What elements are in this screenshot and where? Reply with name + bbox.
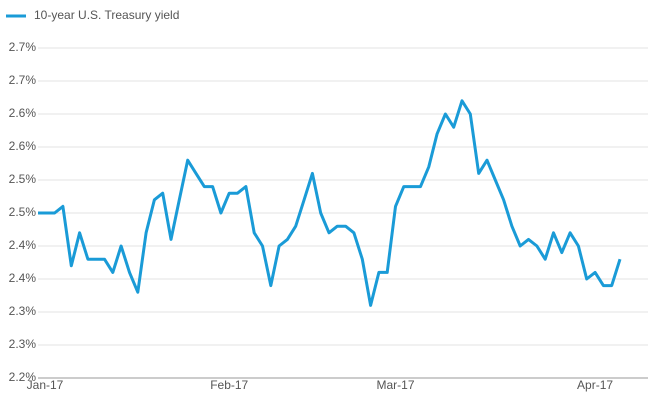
y-tick-label: 2.6% [9, 106, 37, 120]
y-tick-label: 2.5% [9, 172, 37, 186]
x-tick-label: Jan-17 [27, 378, 64, 392]
y-tick-label: 2.4% [9, 271, 37, 285]
data-line [38, 99, 622, 307]
y-tick-label: 2.6% [9, 139, 37, 153]
y-tick-label: 2.7% [9, 73, 37, 87]
legend-label: 10-year U.S. Treasury yield [34, 8, 179, 22]
y-tick-label: 2.2% [9, 370, 37, 384]
y-tick-label: 2.7% [9, 40, 37, 54]
y-tick-label: 2.3% [9, 304, 37, 318]
x-tick-label: Feb-17 [210, 378, 248, 392]
y-tick-label: 2.5% [9, 205, 37, 219]
x-tick-label: Apr-17 [577, 378, 613, 392]
x-tick-label: Mar-17 [377, 378, 415, 392]
y-tick-label: 2.3% [9, 337, 37, 351]
y-tick-label: 2.4% [9, 238, 37, 252]
